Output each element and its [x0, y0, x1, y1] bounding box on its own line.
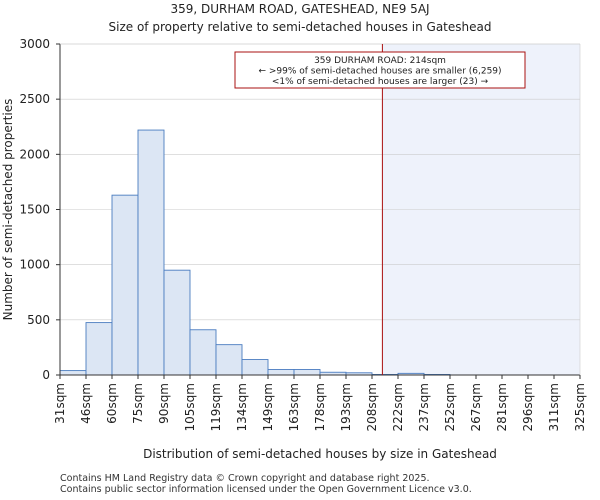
x-axis-label: Distribution of semi-detached houses by …	[143, 447, 497, 461]
y-axis-label: Number of semi-detached properties	[1, 99, 15, 321]
x-tick-label: 222sqm	[391, 383, 405, 431]
x-tick-label: 325sqm	[573, 383, 587, 431]
y-tick-label: 2500	[19, 92, 50, 106]
x-tick-label: 149sqm	[261, 383, 275, 431]
bar	[267, 369, 295, 376]
x-tick-label: 208sqm	[365, 383, 379, 431]
y-tick-label: 1000	[19, 258, 50, 272]
x-tick-label: 134sqm	[235, 383, 249, 431]
x-tick-label: 252sqm	[443, 383, 457, 431]
x-tick-label: 31sqm	[53, 383, 67, 424]
x-tick-label: 119sqm	[209, 383, 223, 431]
bar	[241, 359, 269, 376]
y-tick-label: 1500	[19, 203, 50, 217]
x-tick-label: 281sqm	[495, 383, 509, 431]
x-tick-label: 105sqm	[183, 383, 197, 431]
chart-subtitle: Size of property relative to semi-detach…	[108, 20, 492, 34]
x-tick-label: 296sqm	[521, 383, 535, 431]
bar	[215, 344, 243, 376]
x-tick-label: 178sqm	[313, 383, 327, 431]
y-tick-label: 2000	[19, 147, 50, 161]
chart-title: 359, DURHAM ROAD, GATESHEAD, NE9 5AJ	[170, 2, 430, 16]
bar	[293, 369, 321, 376]
footer-copyright: Contains HM Land Registry data © Crown c…	[60, 473, 430, 484]
annotation-line: ← >99% of semi-detached houses are small…	[258, 67, 501, 77]
x-tick-label: 311sqm	[547, 383, 561, 431]
bar	[137, 129, 165, 376]
bar	[85, 322, 113, 376]
annotation-line: 359 DURHAM ROAD: 214sqm	[314, 56, 446, 66]
y-tick-label: 0	[42, 368, 50, 382]
x-tick-label: 75sqm	[131, 383, 145, 424]
y-tick-label: 500	[27, 313, 50, 327]
bar	[163, 269, 191, 376]
x-tick-label: 90sqm	[157, 383, 171, 424]
bar	[111, 194, 139, 376]
x-tick-label: 267sqm	[469, 383, 483, 431]
x-tick-label: 163sqm	[287, 383, 301, 431]
bar	[59, 370, 87, 376]
footer-licence: Contains public sector information licen…	[60, 484, 472, 495]
annotation-line: <1% of semi-detached houses are larger (…	[272, 77, 489, 87]
x-tick-label: 60sqm	[105, 383, 119, 424]
x-tick-label: 193sqm	[339, 383, 353, 431]
x-tick-label: 46sqm	[79, 383, 93, 424]
y-tick-label: 3000	[19, 37, 50, 51]
x-tick-label: 237sqm	[417, 383, 431, 431]
annotation-box	[234, 51, 526, 89]
bar	[189, 329, 217, 376]
